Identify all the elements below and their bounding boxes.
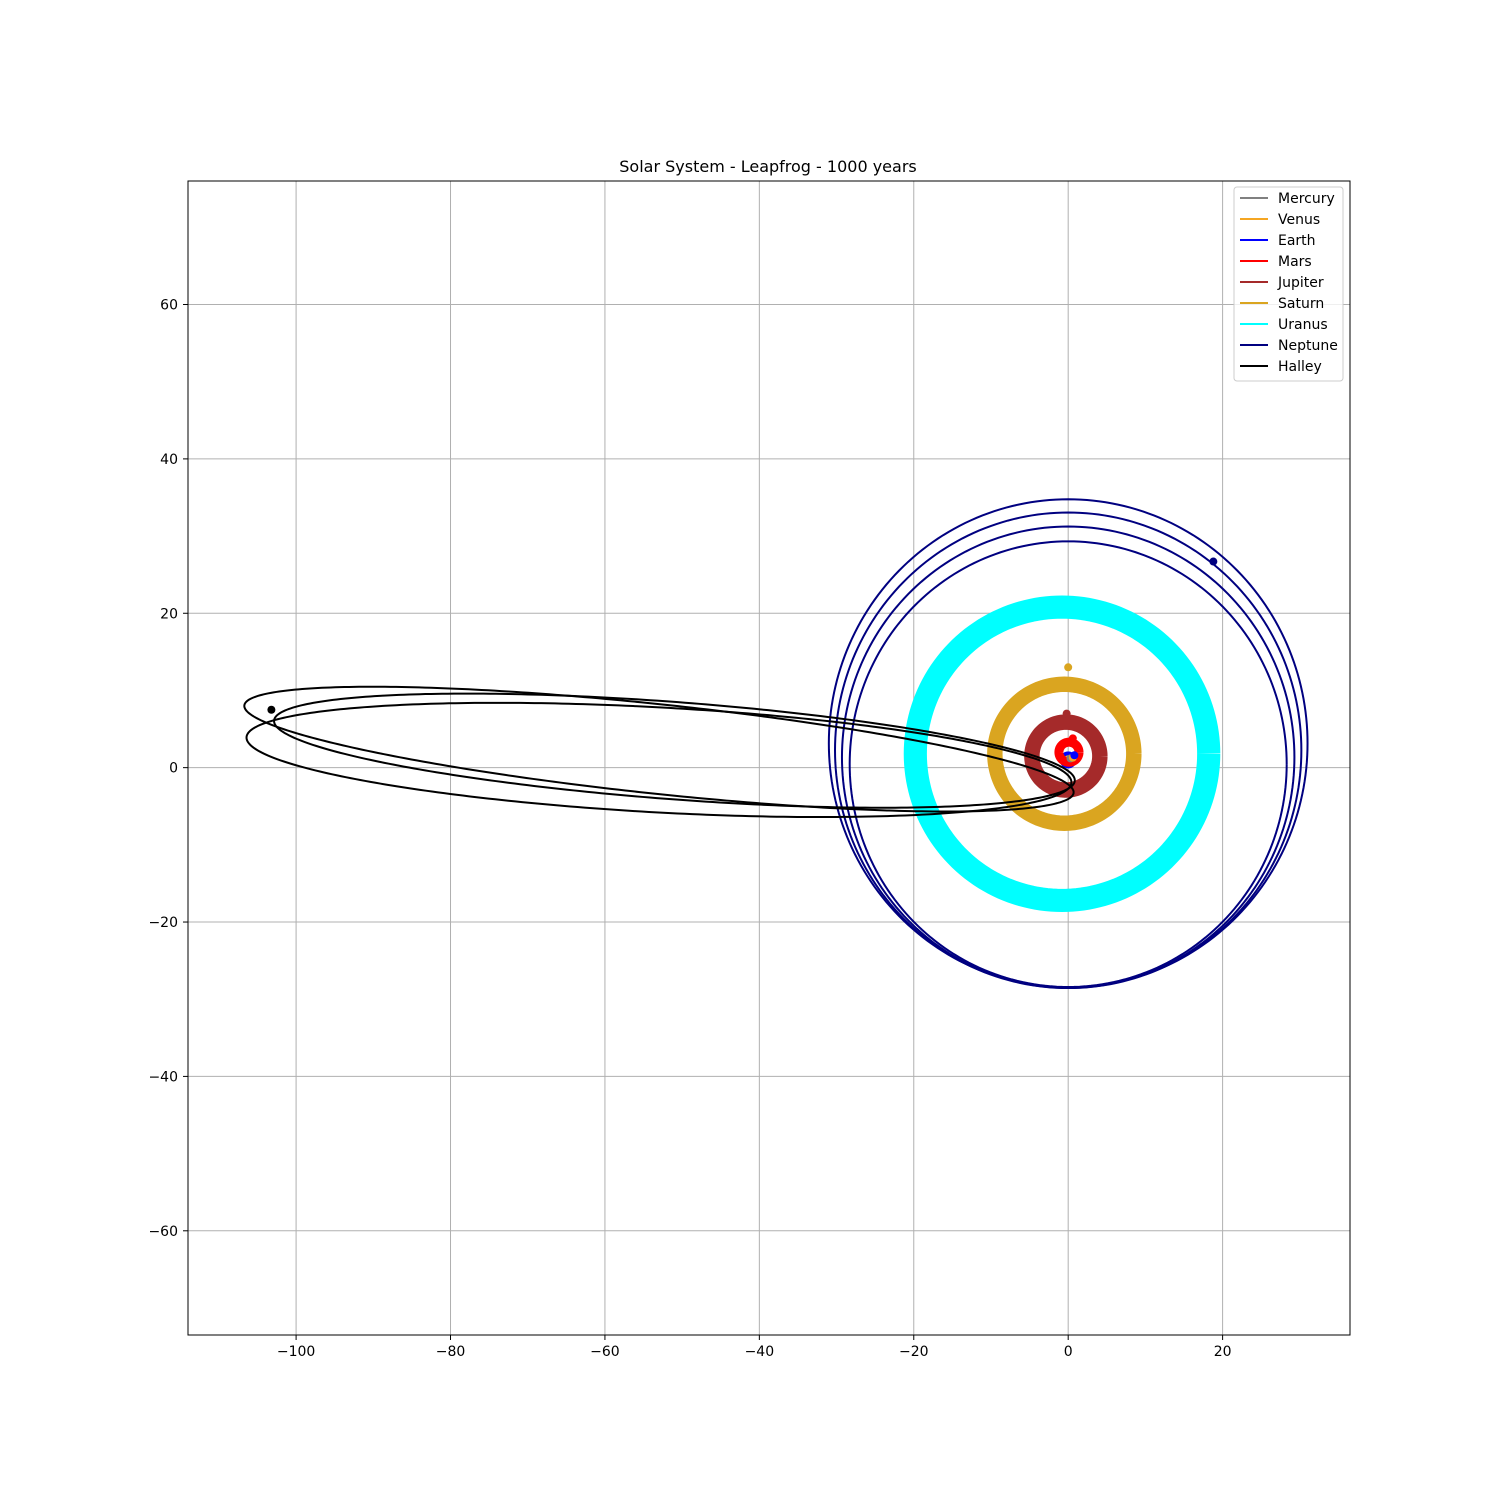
legend-label-jupiter: Jupiter [1277,275,1324,291]
legend-label-uranus: Uranus [1278,317,1328,333]
y-tick-label: 20 [160,606,178,622]
x-tick-label: 20 [1214,1344,1232,1360]
neptune-position-marker [1209,557,1218,566]
legend-label-mars: Mars [1278,254,1312,270]
halley-orbit [245,701,1073,819]
legend-label-saturn: Saturn [1278,296,1324,312]
y-tick-label: −20 [148,915,178,931]
y-tick-label: 40 [160,452,178,468]
neptune-orbit [840,525,1296,989]
saturn-orbit [987,676,1142,831]
earth-position-marker [1070,751,1079,760]
legend-label-halley: Halley [1278,359,1322,375]
jupiter-position-marker [1062,709,1071,718]
x-tick-label: 0 [1064,1344,1073,1360]
y-tick-label: 0 [169,761,178,777]
x-tick-label: −40 [745,1344,775,1360]
legend-label-neptune: Neptune [1278,338,1338,354]
legend-label-venus: Venus [1278,212,1320,228]
saturn-position-marker [1064,663,1073,672]
x-tick-label: −80 [436,1344,466,1360]
mars-position-marker [1068,734,1077,743]
legend-label-earth: Earth [1278,233,1316,249]
grid-lines [188,181,1350,1335]
legend-box [1233,186,1344,382]
y-tick-label: −40 [148,1069,178,1085]
legend: Mercury Venus Earth Mars Jupiter Saturn Uranus… [1233,186,1344,382]
chart-title: Solar System - Leapfrog - 1000 years [619,157,917,176]
neptune-orbit [848,540,1288,988]
legend-label-mercury: Mercury [1278,191,1335,207]
halley-position-marker [267,705,276,714]
x-tick-label: −100 [277,1344,315,1360]
plot-frame [187,180,1351,1336]
y-tick-label: 60 [160,298,178,314]
halley-orbit [243,685,1075,813]
uranus-position-marker [1201,702,1210,711]
uranus-orbit [903,595,1221,913]
plot-data [243,498,1309,990]
axis-ticks: −100 −80 −60 −40 −20 0 20 −60 −40 −20 0 20 40 60 [148,298,1231,1360]
neptune-orbit [827,498,1309,989]
halley-orbit [273,692,1076,809]
x-tick-label: −20 [899,1344,929,1360]
x-tick-label: −60 [590,1344,620,1360]
y-tick-label: −60 [148,1224,178,1240]
